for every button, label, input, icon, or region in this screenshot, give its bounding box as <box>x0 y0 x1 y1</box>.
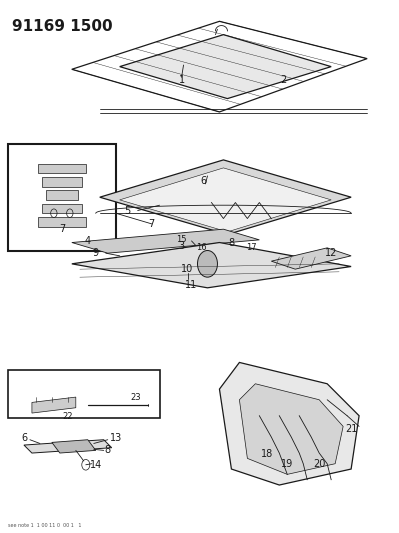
Polygon shape <box>42 177 82 187</box>
FancyBboxPatch shape <box>8 370 160 418</box>
Text: 20: 20 <box>313 459 326 469</box>
Text: 8: 8 <box>105 446 111 455</box>
Text: 16: 16 <box>196 244 207 252</box>
Text: 7: 7 <box>59 224 65 234</box>
Text: 5: 5 <box>124 206 131 215</box>
Text: 14: 14 <box>90 460 102 470</box>
Text: 4: 4 <box>85 236 91 246</box>
Text: 10: 10 <box>182 264 194 274</box>
Text: 9: 9 <box>93 248 99 258</box>
Polygon shape <box>120 35 331 99</box>
Text: 18: 18 <box>261 449 273 459</box>
Circle shape <box>198 251 217 277</box>
Polygon shape <box>42 204 82 213</box>
Text: 3: 3 <box>178 241 185 251</box>
Polygon shape <box>120 168 331 232</box>
Text: 8: 8 <box>228 238 235 247</box>
Polygon shape <box>239 384 343 474</box>
Polygon shape <box>38 164 86 173</box>
Polygon shape <box>46 190 78 200</box>
Polygon shape <box>219 362 359 485</box>
Text: 21: 21 <box>345 424 358 434</box>
Polygon shape <box>72 229 259 253</box>
Text: 7: 7 <box>148 219 155 229</box>
Polygon shape <box>52 440 96 453</box>
Text: 2: 2 <box>280 76 286 85</box>
Polygon shape <box>100 160 351 235</box>
Text: 6: 6 <box>200 176 207 186</box>
Text: 22: 22 <box>63 413 73 421</box>
Text: 12: 12 <box>325 248 338 258</box>
Text: 19: 19 <box>281 459 293 469</box>
Text: 13: 13 <box>110 433 122 443</box>
Polygon shape <box>72 243 351 288</box>
Text: 17: 17 <box>246 244 257 252</box>
Text: 15: 15 <box>176 236 187 244</box>
Text: 91169 1500: 91169 1500 <box>12 19 113 34</box>
FancyBboxPatch shape <box>8 144 116 251</box>
Text: 6: 6 <box>21 433 27 443</box>
Polygon shape <box>24 440 112 453</box>
Text: 23: 23 <box>130 393 141 402</box>
Polygon shape <box>271 248 351 269</box>
Text: 11: 11 <box>186 280 198 290</box>
Polygon shape <box>38 217 86 227</box>
Polygon shape <box>32 397 76 413</box>
Text: 1: 1 <box>178 76 185 85</box>
Text: see note 1  1 00 11 0  00 1   1: see note 1 1 00 11 0 00 1 1 <box>8 523 81 528</box>
